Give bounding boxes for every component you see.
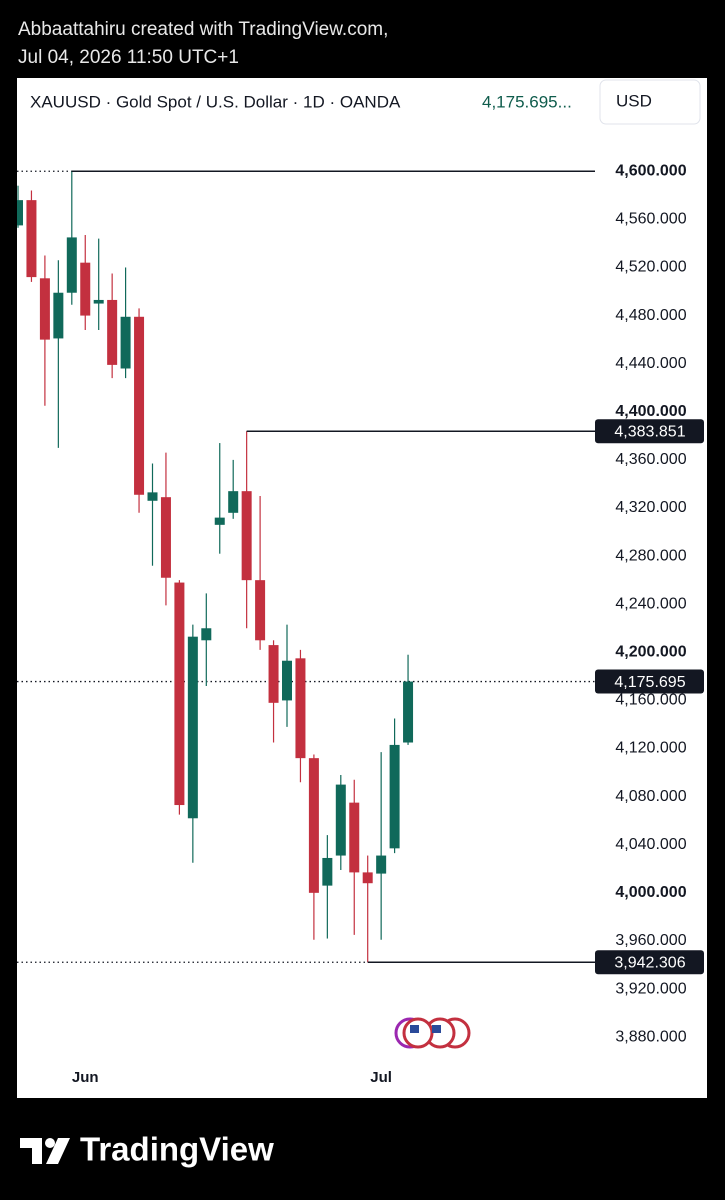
flag-part (410, 1025, 419, 1033)
y-tick-label: 4,280.000 (615, 547, 686, 564)
candle-body (362, 872, 373, 884)
candle-body (174, 582, 185, 806)
candle-body (349, 802, 360, 873)
logo-mark (46, 1138, 70, 1164)
timestamp: Jul 04, 2026 11:50 UTC+1 (18, 47, 239, 68)
candle-body (26, 200, 37, 278)
price-label: 4,175.695 (614, 674, 685, 691)
y-tick-label: 4,320.000 (615, 499, 686, 516)
price-label-box (595, 950, 704, 975)
candle-body (201, 628, 212, 641)
brand-logo (20, 1138, 70, 1164)
candle-body (214, 517, 225, 525)
last-price: 4,175.695... (482, 92, 572, 111)
candle-body (308, 758, 319, 893)
y-tick-label: 4,360.000 (615, 451, 686, 468)
flag-part (432, 1025, 441, 1033)
y-tick-label: 4,600.000 (615, 162, 686, 179)
candle-body (403, 681, 414, 743)
candle-body (241, 491, 252, 581)
candle-body (376, 855, 387, 874)
candle-body (147, 492, 158, 501)
candle-body (53, 292, 64, 339)
candle-body (39, 278, 50, 340)
candle-body (120, 316, 131, 369)
candle-body (255, 580, 266, 641)
candle-body (17, 200, 23, 226)
y-tick-label: 4,520.000 (615, 259, 686, 276)
price-label-box (595, 419, 704, 444)
price-label: 3,942.306 (614, 954, 685, 971)
chart-panel (17, 78, 707, 1098)
candle-body (66, 237, 77, 293)
candle-body (107, 299, 118, 365)
y-tick-label: 4,240.000 (615, 595, 686, 612)
candle-body (268, 645, 279, 703)
y-tick-label: 4,560.000 (615, 211, 686, 228)
logo-mark (20, 1138, 42, 1164)
y-tick-label: 4,160.000 (615, 692, 686, 709)
overlay: 3,880.000 3,920.000 3,960.000 4,000.000 4,04… (71, 162, 704, 1086)
candle-body (295, 658, 306, 759)
chart-title: XAUUSD · Gold Spot / U.S. Dollar · 1D · … (30, 92, 401, 111)
candle-body (187, 636, 198, 819)
currency[interactable]: USD (616, 91, 652, 110)
credit: Abbaattahiru created with TradingView.co… (18, 19, 388, 40)
y-tick-label: 3,920.000 (615, 980, 686, 997)
currency-button[interactable] (599, 79, 701, 125)
y-tick-label: 4,480.000 (615, 307, 686, 324)
y-tick-label: 4,200.000 (615, 644, 686, 661)
y-tick-label: 4,120.000 (615, 740, 686, 757)
candle-body (322, 857, 333, 886)
x-tick-label: Jul (370, 1069, 392, 1086)
candle-body (80, 262, 91, 316)
price-label: 4,383.851 (614, 423, 685, 440)
price-label-box (595, 669, 704, 694)
y-tick-label: 3,960.000 (615, 932, 686, 949)
y-tick-label: 4,400.000 (615, 403, 686, 420)
plot (17, 170, 595, 963)
event-icons (394, 1017, 471, 1049)
y-tick-label: 4,000.000 (615, 884, 686, 901)
y-tick-label: 3,880.000 (615, 1028, 686, 1045)
candle-body (282, 660, 292, 701)
candle-body (160, 497, 171, 578)
y-tick-label: 4,080.000 (615, 788, 686, 805)
y-tick-label: 4,440.000 (615, 355, 686, 372)
candle-body (335, 784, 346, 856)
brand: TradingView (80, 1131, 274, 1168)
logo-mark (45, 1138, 55, 1148)
candle-body (389, 744, 400, 849)
candle-body (93, 299, 104, 304)
candle-body (228, 491, 239, 513)
x-tick-label: Jun (72, 1069, 99, 1086)
y-tick-label: 4,040.000 (615, 836, 686, 853)
candle-body (134, 316, 145, 495)
